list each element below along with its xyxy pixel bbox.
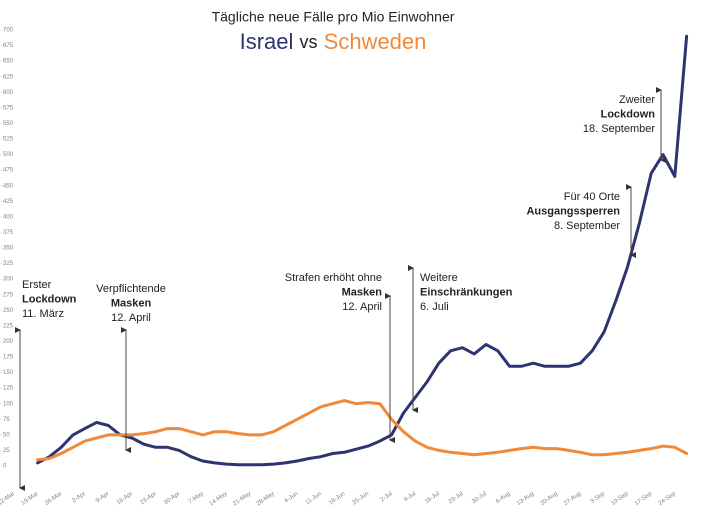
y-tick-label: 375 xyxy=(3,230,14,236)
x-tick-label: 20-Aug xyxy=(540,491,559,507)
y-tick-label: 225 xyxy=(3,323,14,329)
y-tick-label: 625 xyxy=(3,74,14,80)
annotation-text: 12. April xyxy=(111,312,151,324)
x-tick-label: 7-May xyxy=(188,491,205,505)
series-line xyxy=(36,34,689,467)
y-tick-label: 650 xyxy=(3,59,14,65)
annotation-text: Strafen erhöht ohne xyxy=(285,272,382,284)
x-tick-label: 23-Apr xyxy=(139,491,157,506)
series-name: Schweden xyxy=(324,29,427,54)
y-tick-label: 700 xyxy=(3,28,14,34)
y-tick-label: 500 xyxy=(3,152,14,158)
x-tick-label: 6-Aug xyxy=(495,491,512,505)
x-tick-label: 28-May xyxy=(256,491,276,507)
y-tick-label: 150 xyxy=(3,370,14,376)
x-tick-label: 21-May xyxy=(232,491,252,507)
annotation-text: Zweiter xyxy=(619,94,655,106)
x-tick-label: 19-Mar xyxy=(21,491,40,507)
annotation-text: Einschränkungen xyxy=(420,286,513,298)
y-tick-label: 175 xyxy=(3,355,14,361)
annotation-text: Ausgangssperren xyxy=(526,205,620,217)
annotation-text: Verpflichtende xyxy=(96,283,166,295)
y-tick-label: 25 xyxy=(3,448,10,454)
annotation-text: Weitere xyxy=(420,272,458,284)
x-tick-label: 9-Apr xyxy=(95,491,110,504)
y-tick-label: 75 xyxy=(3,417,10,423)
annotation-text: Für 40 Orte xyxy=(564,191,620,203)
x-tick-label: 2-Apr xyxy=(71,491,86,504)
x-tick-label: 30-Jul xyxy=(471,491,488,505)
x-tick-label: 12-Mar xyxy=(0,491,16,507)
annotation-text: Lockdown xyxy=(601,108,656,120)
x-tick-label: 11-Jun xyxy=(305,491,323,506)
y-tick-label: 300 xyxy=(3,277,14,283)
y-tick-label: 275 xyxy=(3,292,14,298)
x-tick-label: 24-Sep xyxy=(658,491,678,507)
annotation-text: 11. März xyxy=(22,308,64,320)
y-tick-label: 525 xyxy=(3,137,14,143)
annotation-text: Lockdown xyxy=(22,293,77,305)
y-tick-label: 200 xyxy=(3,339,14,345)
series-line xyxy=(36,399,689,462)
y-tick-label: 325 xyxy=(3,261,14,267)
x-tick-label: 27-Aug xyxy=(563,491,582,507)
y-tick-label: 575 xyxy=(3,105,14,111)
annotation-text: 18. September xyxy=(583,123,655,135)
annotation-text: 6. Juli xyxy=(420,301,449,313)
annotation-text: Masken xyxy=(111,297,152,309)
y-tick-label: 475 xyxy=(3,168,14,174)
x-tick-label: 4-Jun xyxy=(284,491,300,505)
y-tick-label: 550 xyxy=(3,121,14,127)
x-tick-label: 26-Mar xyxy=(44,491,63,507)
x-tick-label: 3-Sep xyxy=(589,491,606,505)
x-tick-label: 13-Aug xyxy=(516,491,535,507)
y-tick-label: 350 xyxy=(3,246,14,252)
y-tick-label: 100 xyxy=(3,401,14,407)
x-tick-label: 23-Jul xyxy=(448,491,465,505)
chart-subtitle: Israel vs Schweden xyxy=(240,29,427,54)
annotation-text: 8. September xyxy=(554,220,620,232)
annotation-text: Erster xyxy=(22,279,52,291)
annotation-text: Masken xyxy=(342,286,383,298)
title-joiner: vs xyxy=(300,32,318,52)
x-tick-label: 17-Sep xyxy=(634,491,654,507)
x-tick-label: 16-Apr xyxy=(116,491,134,506)
x-tick-label: 30-Apr xyxy=(163,491,181,506)
y-tick-label: 50 xyxy=(3,432,10,438)
y-tick-label: 600 xyxy=(3,90,14,96)
x-tick-label: 18-Jun xyxy=(328,491,346,506)
y-tick-label: 400 xyxy=(3,214,14,220)
x-tick-label: 16-Jul xyxy=(424,491,441,505)
x-tick-label: 10-Sep xyxy=(610,491,630,507)
y-tick-label: 250 xyxy=(3,308,14,314)
y-tick-label: 125 xyxy=(3,386,14,392)
y-tick-label: 675 xyxy=(3,43,14,49)
y-tick-label: 0 xyxy=(3,464,7,470)
chart-title: Tägliche neue Fälle pro Mio Einwohner xyxy=(212,9,455,25)
x-tick-label: 2-Jul xyxy=(380,491,394,503)
x-tick-label: 25-Jun xyxy=(352,491,370,506)
annotation-text: 12. April xyxy=(342,301,382,313)
y-tick-label: 425 xyxy=(3,199,14,205)
series-name: Israel xyxy=(240,29,294,54)
y-tick-label: 450 xyxy=(3,183,14,189)
x-tick-label: 14-May xyxy=(209,491,229,507)
x-tick-label: 9-Jul xyxy=(403,491,417,503)
